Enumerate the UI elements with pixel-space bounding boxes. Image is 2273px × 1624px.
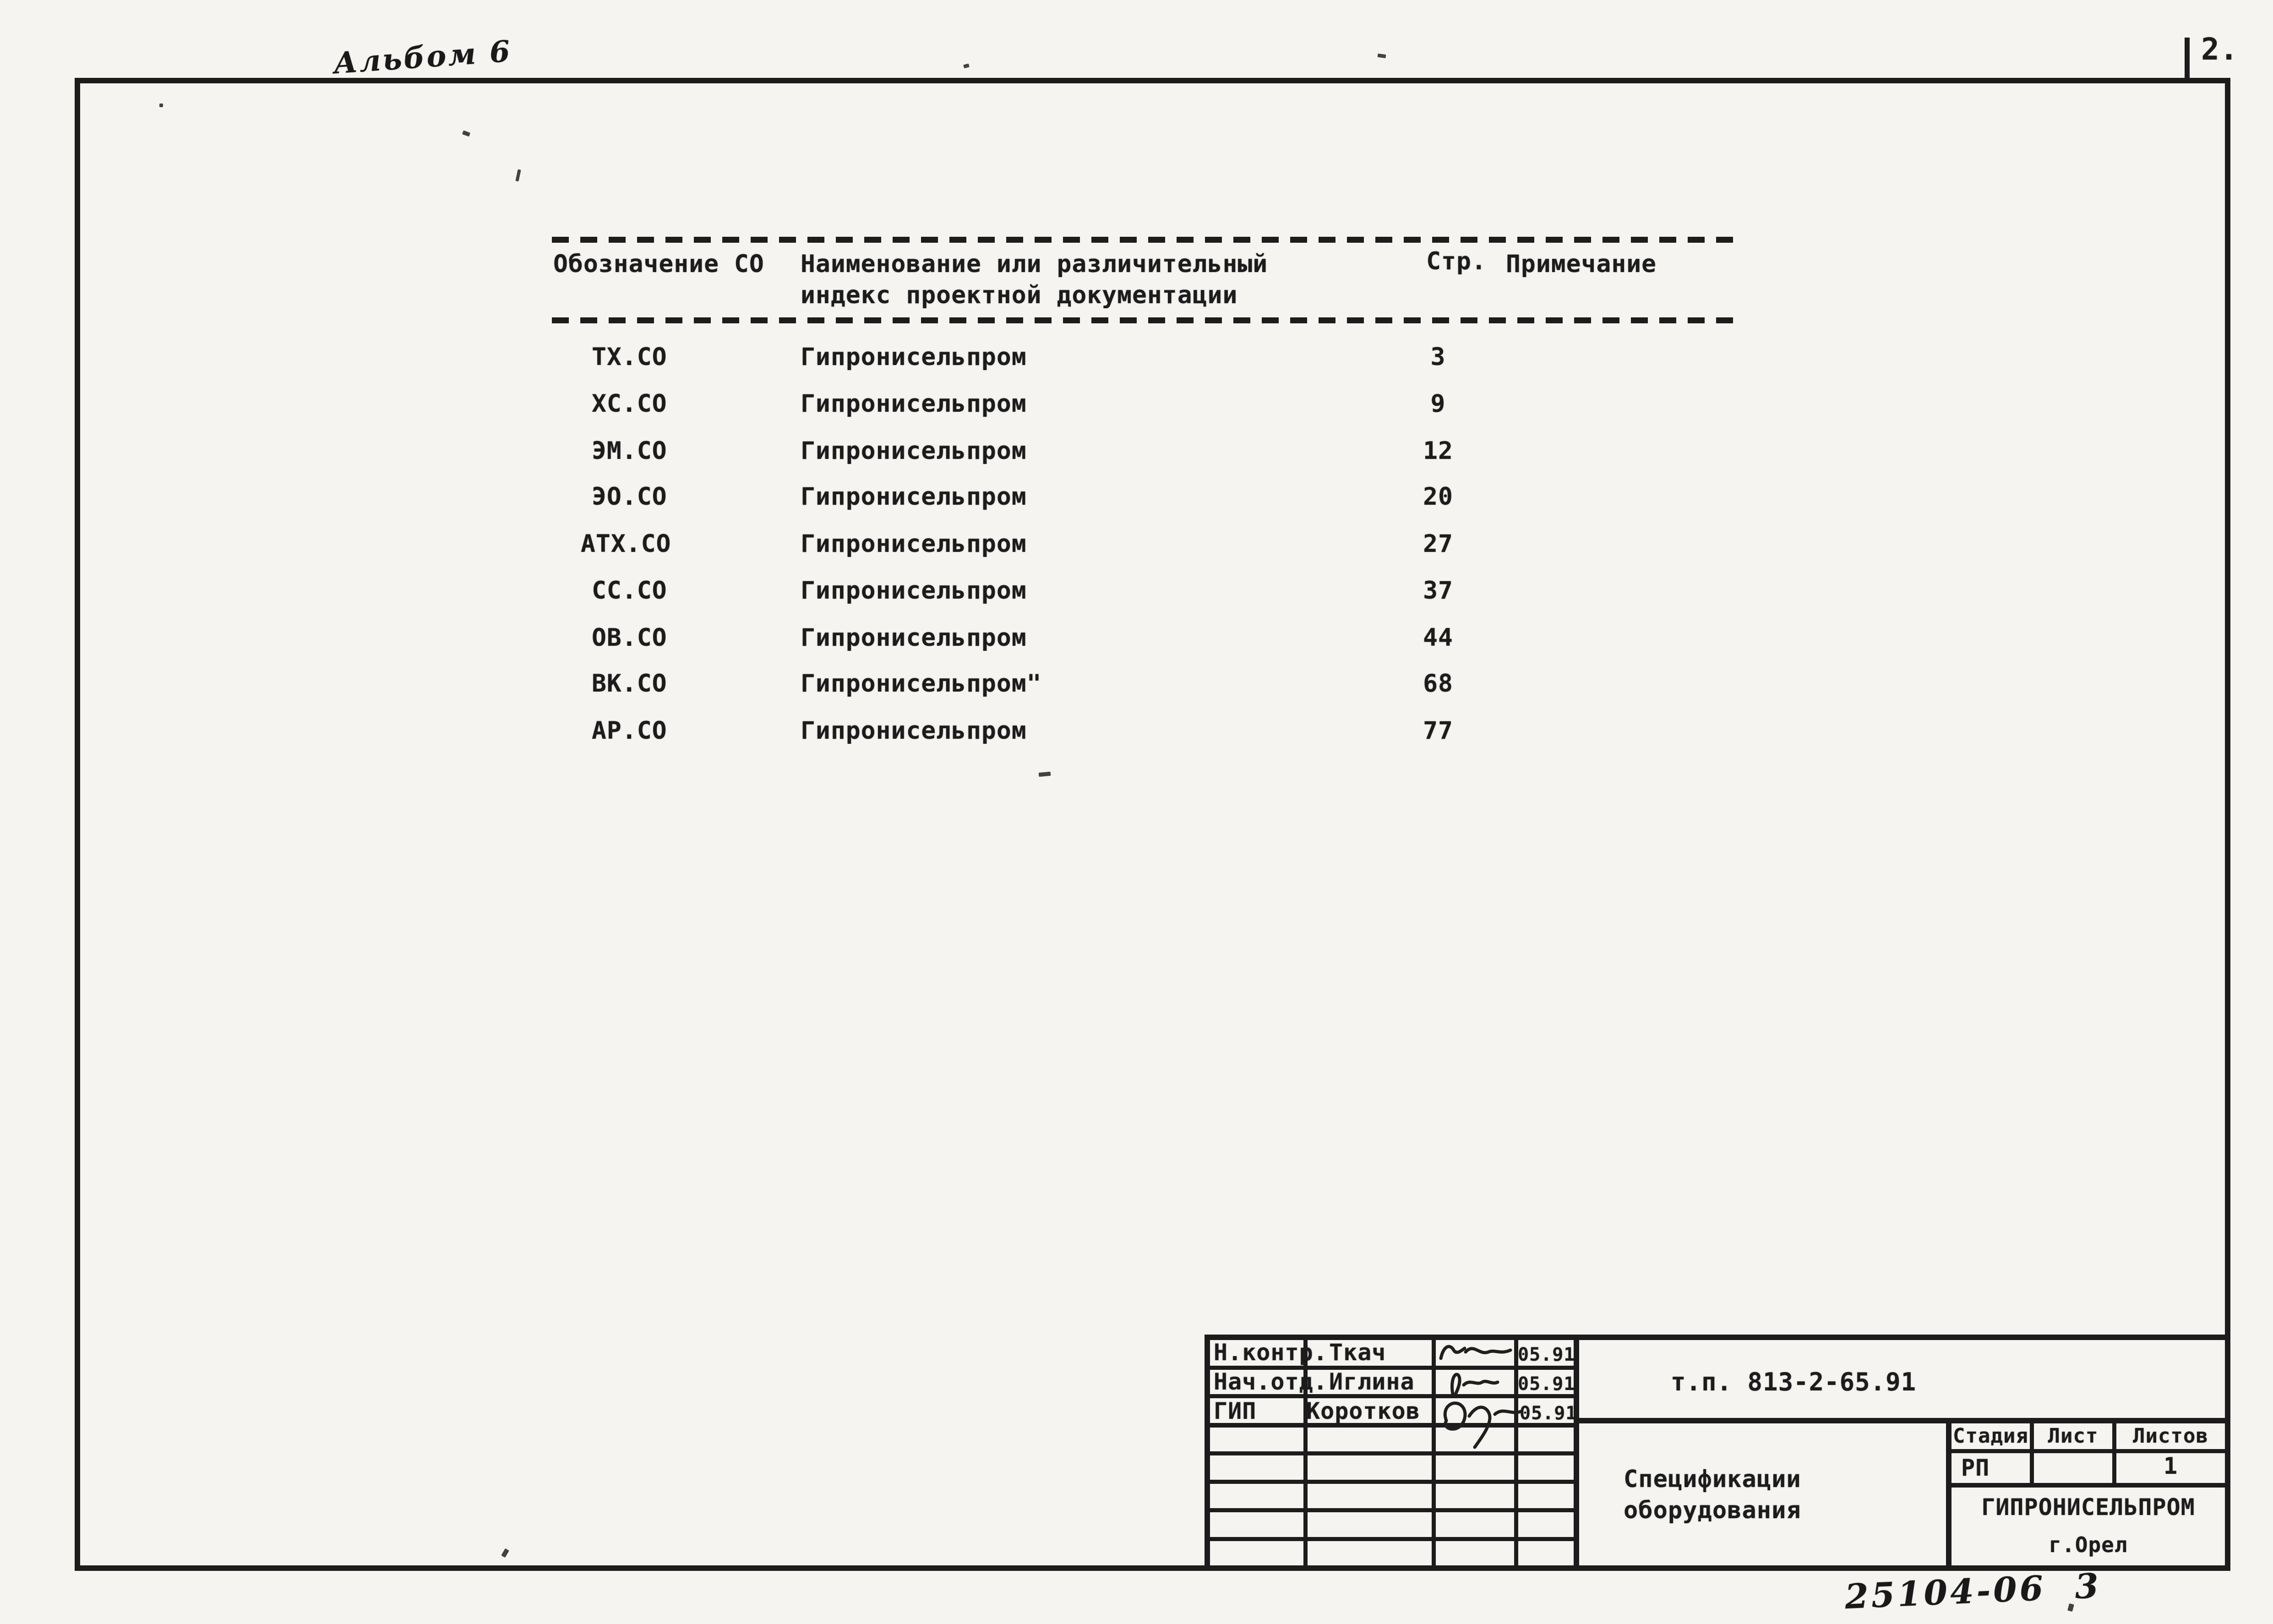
- page-frame: [75, 78, 2230, 1571]
- stage-col-line: [2030, 1423, 2034, 1486]
- titleblock-left-line: [1205, 1335, 1210, 1565]
- sheets-value: 1: [2163, 1453, 2178, 1479]
- subject-line1: Спецификации: [1624, 1466, 1801, 1493]
- table-row: АТХ.СО Гипронисельпром 27: [0, 530, 2273, 559]
- staff-role: ГИП: [1214, 1398, 1257, 1424]
- sheet-header: Лист: [2048, 1424, 2099, 1448]
- staff-row-line: [1205, 1366, 1578, 1370]
- row-name: Гипронисельпром: [801, 530, 1027, 558]
- document-number-handwritten: 25104-06 3: [1844, 1566, 2102, 1617]
- album-handwritten-note: Альбом 6: [332, 34, 513, 81]
- ink-speck: [1377, 53, 1386, 59]
- row-code: ХС.СО: [592, 390, 667, 418]
- sheet-col-line: [2112, 1423, 2116, 1486]
- table-rule-top: [552, 237, 1743, 243]
- staff-role: Нач.отд.: [1214, 1368, 1328, 1395]
- page-number: 2.: [2201, 32, 2239, 67]
- table-row: ТХ.СО Гипронисельпром 3: [0, 343, 2273, 372]
- signature-nkontr: [1439, 1345, 1512, 1360]
- staff-name: Иглина: [1329, 1368, 1415, 1395]
- row-name: Гипронисельпром: [801, 717, 1027, 745]
- staff-row-line: [1205, 1508, 1578, 1512]
- row-name: Гипронисельпром: [801, 390, 1027, 418]
- table-header-note: Примечание: [1506, 250, 1657, 278]
- titleblock-staff-right-line: [1574, 1335, 1579, 1565]
- table-row: АР.СО Гипронисельпром 77: [0, 717, 2273, 746]
- table-row: СС.СО Гипронисельпром 37: [0, 577, 2273, 606]
- ink-speck: [963, 63, 970, 69]
- project-code-bottom-line: [1578, 1418, 2225, 1423]
- staff-date: 05.91: [1520, 1403, 1577, 1424]
- signature-gip: [1443, 1401, 1522, 1449]
- row-name: Гипронисельпром": [801, 670, 1042, 698]
- staff-date: 05.91: [1518, 1373, 1575, 1395]
- stage-values-underline: [1951, 1483, 2225, 1488]
- subject-line2: оборудования: [1624, 1497, 1801, 1524]
- organization-name: ГИПРОНИСЕЛЬПРОМ: [1981, 1494, 2195, 1520]
- table-row: ЭО.СО Гипронисельпром 20: [0, 483, 2273, 512]
- row-name: Гипронисельпром: [801, 437, 1027, 465]
- row-code: ЭМ.СО: [592, 437, 667, 465]
- row-page: 3: [1430, 343, 1446, 371]
- row-name: Гипронисельпром: [801, 343, 1027, 371]
- row-code: АР.СО: [592, 717, 667, 745]
- row-code: АТХ.СО: [581, 530, 671, 558]
- signature-nachotd: [1450, 1373, 1499, 1396]
- table-header-name-line2: индекс проектной документации: [801, 281, 1238, 309]
- row-page: 27: [1423, 530, 1453, 558]
- row-page: 37: [1423, 577, 1453, 605]
- row-code: ВК.СО: [592, 670, 667, 698]
- staff-row-line: [1205, 1451, 1578, 1455]
- row-page: 9: [1430, 390, 1446, 418]
- row-page: 20: [1423, 483, 1453, 511]
- stage-header-underline: [1951, 1449, 2225, 1453]
- stage-header: Стадия: [1953, 1424, 2028, 1448]
- table-row: ЭМ.СО Гипронисельпром 12: [0, 437, 2273, 466]
- stage-value: РП: [1961, 1455, 1990, 1481]
- row-code: СС.СО: [592, 577, 667, 605]
- row-page: 12: [1423, 437, 1453, 465]
- row-code: ТХ.СО: [592, 343, 667, 371]
- table-rule-bottom: [552, 317, 1743, 323]
- titleblock-top-line: [1205, 1335, 2225, 1340]
- row-code: ОВ.СО: [592, 624, 667, 652]
- row-name: Гипронисельпром: [801, 577, 1027, 605]
- table-header-page: Стр.: [1426, 247, 1487, 275]
- row-page: 68: [1423, 670, 1453, 698]
- row-page: 77: [1423, 717, 1453, 745]
- sheets-header: Листов: [2133, 1424, 2208, 1448]
- row-page: 44: [1423, 624, 1453, 652]
- staff-row-line: [1205, 1537, 1578, 1541]
- page-number-tick: [2185, 38, 2190, 81]
- project-code: т.п. 813-2-65.91: [1671, 1368, 1917, 1396]
- row-name: Гипронисельпром: [801, 624, 1027, 652]
- table-row: ОВ.СО Гипронисельпром 44: [0, 624, 2273, 653]
- staff-role: Н.контр.: [1214, 1339, 1328, 1366]
- row-name: Гипронисельпром: [801, 483, 1027, 511]
- subject-right-line: [1946, 1418, 1951, 1565]
- staff-row-line: [1205, 1423, 1578, 1428]
- staff-name: Ткач: [1329, 1339, 1386, 1366]
- staff-name: Коротков: [1306, 1398, 1420, 1424]
- staff-date: 05.91: [1518, 1344, 1575, 1365]
- staff-row-line: [1205, 1480, 1578, 1484]
- staff-row-line: [1205, 1394, 1578, 1398]
- organization-city: г.Орел: [2049, 1532, 2128, 1557]
- table-row: ХС.СО Гипронисельпром 9: [0, 390, 2273, 419]
- row-code: ЭО.СО: [592, 483, 667, 511]
- table-header-designation: Обозначение СО: [553, 250, 764, 278]
- ink-speck: [159, 104, 163, 107]
- ink-speck: [2067, 1603, 2074, 1612]
- table-row: ВК.СО Гипронисельпром" 68: [0, 670, 2273, 699]
- table-header-name-line1: Наименование или различительный: [801, 250, 1268, 278]
